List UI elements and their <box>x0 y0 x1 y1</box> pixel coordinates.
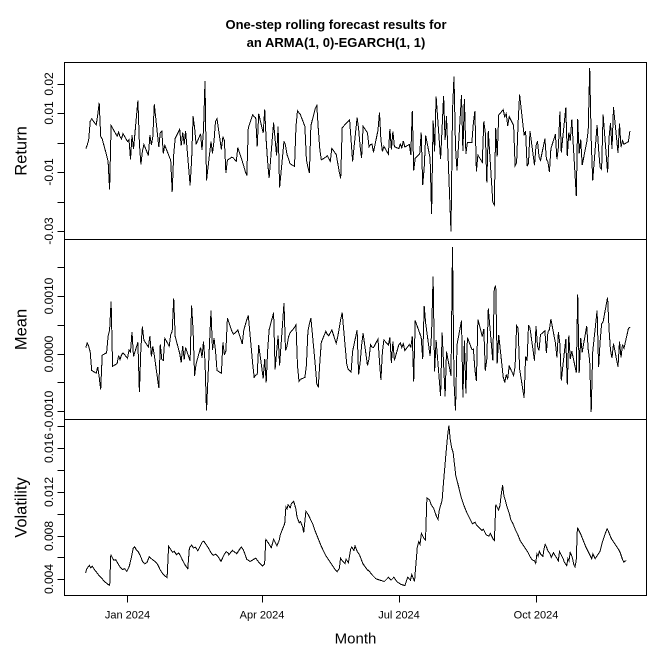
svg-text:0.02: 0.02 <box>42 72 56 96</box>
svg-text:-0.0010: -0.0010 <box>42 390 56 431</box>
svg-text:0.0010: 0.0010 <box>42 277 56 314</box>
svg-text:One-step rolling forecast resu: One-step rolling forecast results for <box>225 17 446 32</box>
svg-text:Volatility: Volatility <box>13 476 31 537</box>
svg-text:Return: Return <box>13 126 31 176</box>
svg-text:0.004: 0.004 <box>42 564 56 594</box>
svg-text:Apr 2024: Apr 2024 <box>240 610 285 622</box>
svg-text:-0.01: -0.01 <box>42 158 56 186</box>
svg-text:Oct 2024: Oct 2024 <box>514 610 559 622</box>
svg-text:an ARMA(1, 0)-EGARCH(1, 1): an ARMA(1, 0)-EGARCH(1, 1) <box>247 35 426 50</box>
svg-text:Month: Month <box>335 631 377 648</box>
svg-text:Mean: Mean <box>13 309 31 350</box>
svg-text:Jan 2024: Jan 2024 <box>105 610 150 622</box>
svg-text:0.0000: 0.0000 <box>42 335 56 372</box>
svg-text:Jul 2024: Jul 2024 <box>378 610 420 622</box>
svg-text:0.016: 0.016 <box>42 433 56 463</box>
svg-text:0.012: 0.012 <box>42 477 56 507</box>
svg-text:-0.03: -0.03 <box>42 217 56 245</box>
svg-text:0.008: 0.008 <box>42 521 56 551</box>
svg-text:0.01: 0.01 <box>42 101 56 125</box>
